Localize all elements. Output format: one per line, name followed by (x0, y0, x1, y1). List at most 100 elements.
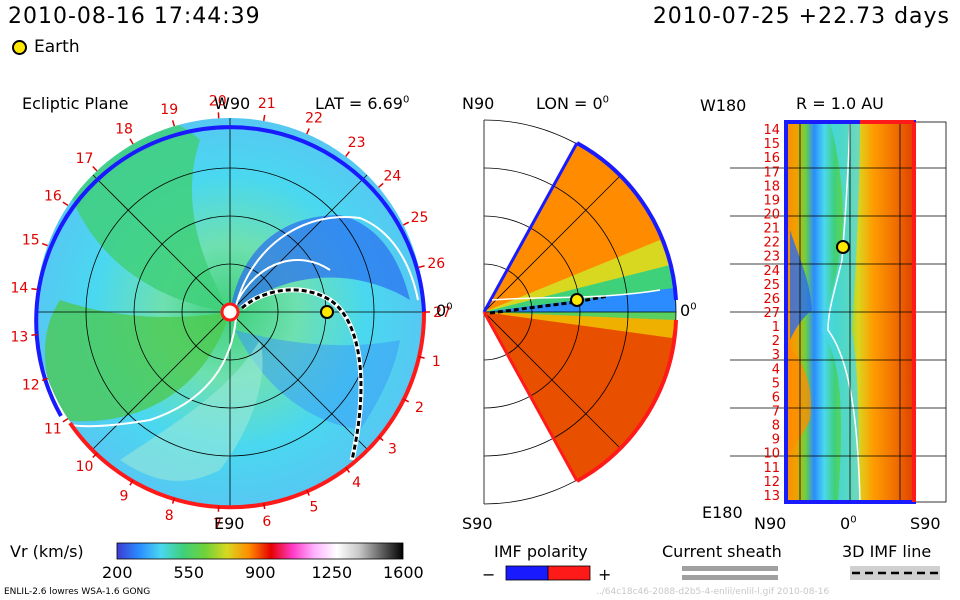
radial-day-label: 17 (763, 165, 780, 180)
radial-day-label: 11 (763, 461, 780, 476)
rotation-number-label: 17 (76, 151, 94, 167)
lat-value: LAT = 6.69 (315, 94, 403, 113)
rotation-tick (306, 128, 310, 135)
rotation-tick (31, 333, 38, 336)
earth-icon (12, 39, 27, 55)
meridional-grid (483, 119, 677, 505)
lon-label: LON = 00 (536, 94, 609, 113)
imf-polarity-plus: + (598, 565, 612, 584)
ecliptic-title: Ecliptic Plane (22, 94, 129, 113)
current-sheath-title: Current sheath (662, 542, 782, 561)
rotation-number-label: 27 (433, 305, 451, 321)
colorbar-label: Vr (km/s) (10, 542, 84, 561)
meridional-edge (482, 311, 579, 482)
meridional-wedge-lower (484, 312, 677, 481)
rotation-number-label: 14 (10, 280, 28, 296)
reference-time-label: 2010-07-25 +22.73 days (652, 4, 950, 29)
radial-x-min-label: N90 (754, 514, 787, 533)
rotation-tick (345, 467, 350, 473)
lat-label: LAT = 6.690 (315, 94, 409, 113)
radial-day-label: 26 (763, 292, 780, 307)
ecliptic-zero-degree: 0 (446, 301, 453, 313)
polarity-arc-negative (34, 125, 426, 417)
radial-day-label: 27 (763, 306, 780, 321)
colorbar-tick-label: 1250 (311, 563, 353, 582)
rotation-tick (41, 242, 48, 247)
slow-wind-region (45, 300, 230, 422)
rotation-number-label: 16 (44, 189, 62, 205)
polarity-positive-swatch (547, 565, 591, 581)
radial-day-label: 13 (763, 489, 780, 504)
rotation-tick (41, 377, 48, 382)
radial-x-mid-label: 00 (840, 514, 857, 533)
earth-legend-label: Earth (34, 37, 80, 57)
radial-day-label: 23 (763, 250, 780, 265)
imf-line-legend (850, 566, 940, 580)
rotation-number-label: 3 (388, 441, 397, 457)
sheath-swatch (682, 575, 778, 580)
rotation-tick (129, 138, 134, 145)
rotation-number-label: 19 (160, 102, 178, 118)
rotation-tick (345, 151, 350, 157)
radial-day-label: 22 (763, 236, 780, 251)
radial-title: R = 1.0 AU (796, 94, 884, 113)
rotation-number-label: 24 (383, 169, 401, 185)
rotation-number-label: 6 (262, 514, 271, 530)
radial-top-left-label: W180 (700, 96, 747, 115)
ecliptic-north-label: W90 (214, 94, 251, 113)
sheath-swatch (682, 566, 778, 571)
radial-day-label: 15 (763, 137, 780, 152)
ecliptic-zero-label: 00 (436, 301, 453, 320)
radial-day-label: 2 (772, 334, 780, 349)
rotation-tick (171, 120, 176, 127)
imf-line-3d-dashes (240, 288, 363, 461)
polarity-negative-swatch (505, 565, 549, 581)
polarity-arc-positive (68, 311, 427, 510)
rotation-number-label: 9 (120, 489, 129, 505)
radial-day-label: 4 (772, 362, 780, 377)
colorbar-tick-label: 1600 (383, 563, 424, 582)
rotation-number-label: 26 (427, 256, 445, 272)
ecliptic-zero-value: 0 (436, 301, 447, 320)
rotation-number-label: 12 (22, 378, 40, 394)
rotation-tick (62, 417, 69, 423)
rotation-number-label: 23 (348, 135, 366, 151)
radial-day-label: 19 (763, 193, 780, 208)
rotation-tick (92, 452, 98, 459)
rotation-tick (92, 165, 98, 172)
lat-degree: 0 (402, 94, 410, 106)
rotation-number-label: 18 (115, 121, 133, 137)
rotation-number-label: 11 (44, 422, 62, 438)
watermark: ../64c18c46-2088-d2b5-4-enlil/enlil-l.gi… (596, 587, 830, 597)
rotation-number-label: 13 (10, 330, 28, 346)
radial-day-label: 3 (772, 348, 780, 363)
colorbar-tick-label: 200 (102, 563, 133, 582)
radial-day-label: 10 (763, 447, 780, 462)
meridional-arc-positive (576, 319, 678, 483)
earth-legend: Earth (12, 37, 80, 57)
rotation-tick (62, 201, 69, 207)
radial-x-max-label: S90 (910, 514, 941, 533)
radial-x-mid-value: 0 (840, 514, 851, 533)
radial-day-label: 16 (763, 151, 780, 166)
imf-polarity-legend (505, 565, 591, 581)
radial-day-label: 1 (772, 320, 780, 335)
rotation-tick (262, 502, 266, 510)
lon-degree: 0 (602, 94, 610, 106)
meridional-arc-negative (576, 141, 678, 301)
slow-wind-region (60, 118, 230, 312)
rotation-number-label: 1 (432, 354, 441, 370)
rotation-tick (129, 479, 134, 486)
radial-slice-panel: 1415161718192021222324252627123456789101… (730, 120, 947, 504)
current-sheath-lines (69, 216, 419, 428)
rotation-tick (418, 355, 425, 359)
meridional-top-label: N90 (462, 94, 495, 113)
meridional-bottom-label: S90 (462, 514, 493, 533)
radial-orange-patch (786, 340, 811, 460)
rotation-number-label: 5 (310, 500, 319, 516)
rotation-number-label: 4 (352, 475, 361, 491)
radial-day-label: 8 (772, 419, 780, 434)
earth-marker (570, 293, 584, 307)
rotation-tick (262, 114, 266, 122)
